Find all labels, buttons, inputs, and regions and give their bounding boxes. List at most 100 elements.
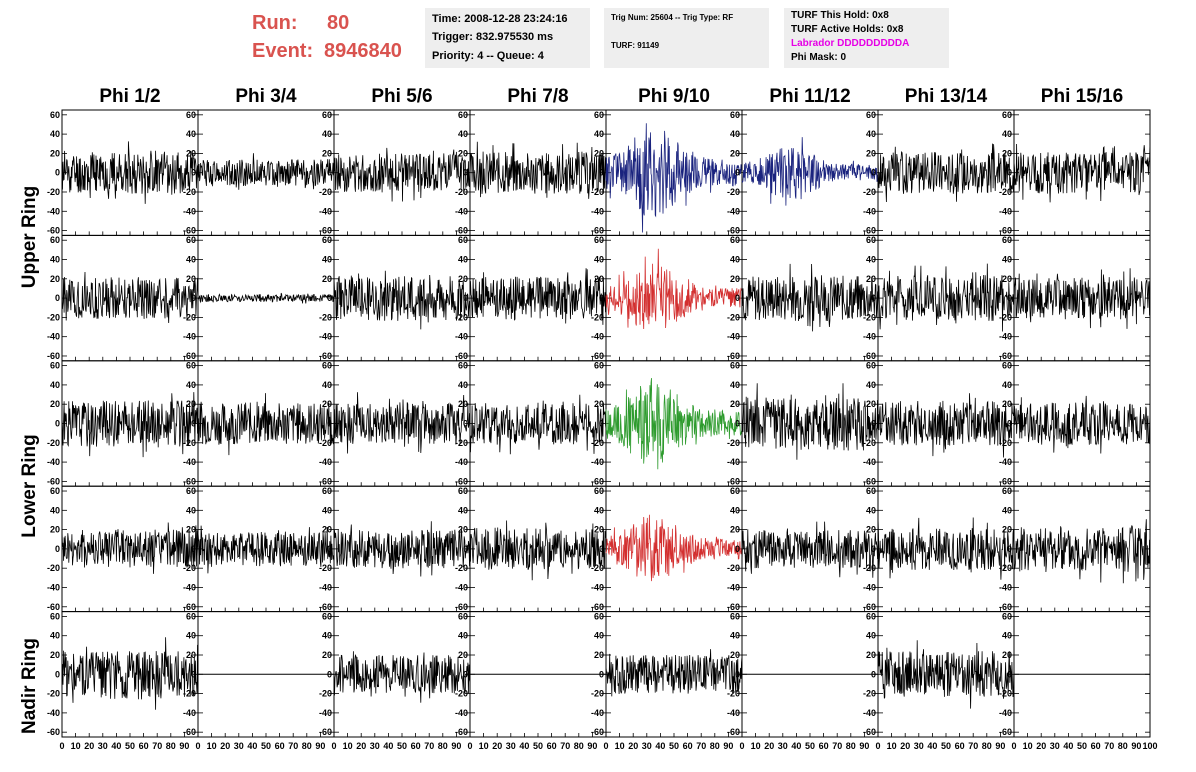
y-tick-label: 60 bbox=[458, 486, 468, 496]
x-tick-label: 50 bbox=[1077, 741, 1087, 751]
waveform-panel: 60 40 20 0 -20 -40 -60 bbox=[999, 109, 1151, 236]
y-tick-label: -60 bbox=[319, 226, 332, 236]
y-tick-label: -40 bbox=[319, 582, 332, 592]
x-tick-label: 0 bbox=[1011, 741, 1016, 751]
x-tick-label: 60 bbox=[819, 741, 829, 751]
y-tick-label: 20 bbox=[186, 399, 196, 409]
y-tick-label: 60 bbox=[730, 110, 740, 120]
waveform-panel: 60 40 20 0 -20 -40 -60 bbox=[863, 611, 1015, 738]
waveform-trace bbox=[605, 514, 743, 582]
y-tick-label: 40 bbox=[186, 129, 196, 139]
y-tick-label: 0 bbox=[55, 419, 60, 429]
y-tick-label: -40 bbox=[591, 582, 604, 592]
waveform-trace bbox=[469, 520, 607, 581]
x-tick-label: 10 bbox=[479, 741, 489, 751]
trigger-info-box: Trig Num: 25604 -- Trig Type: RF TURF: 9… bbox=[604, 8, 769, 68]
y-tick-label: -40 bbox=[47, 206, 60, 216]
waveform-trace bbox=[877, 393, 1015, 458]
x-tick-label: 70 bbox=[696, 741, 706, 751]
x-tick-label: 10 bbox=[615, 741, 625, 751]
y-tick-label: 60 bbox=[186, 611, 196, 621]
waveform-panel: 60 40 20 0 -20 -40 -60 bbox=[727, 611, 879, 738]
y-tick-label: -20 bbox=[455, 563, 468, 573]
waveform-trace bbox=[333, 651, 471, 703]
y-tick-label: -40 bbox=[591, 457, 604, 467]
y-tick-label: 20 bbox=[594, 148, 604, 158]
labrador-line: Labrador DDDDDDDDDA bbox=[791, 38, 910, 49]
phi-title-5: Phi 9/10 bbox=[638, 86, 710, 107]
y-tick-label: -60 bbox=[183, 602, 196, 612]
y-tick-label: 40 bbox=[730, 505, 740, 515]
y-tick-label: -20 bbox=[727, 438, 740, 448]
y-tick-label: 20 bbox=[730, 399, 740, 409]
waveform-panel: 60 40 20 0 -20 -40 -60 bbox=[183, 611, 335, 738]
x-tick-label: 90 bbox=[315, 741, 325, 751]
priority-line: Priority: 4 -- Queue: 4 bbox=[432, 50, 544, 62]
trigger-line: Trigger: 832.975530 ms bbox=[432, 31, 554, 43]
waveform-trace bbox=[469, 268, 607, 325]
waveform-trace bbox=[469, 141, 607, 199]
y-tick-label: 40 bbox=[1002, 631, 1012, 641]
x-tick-label: 10 bbox=[343, 741, 353, 751]
x-tick-label: 20 bbox=[220, 741, 230, 751]
y-tick-label: -40 bbox=[863, 457, 876, 467]
y-tick-label: 20 bbox=[866, 650, 876, 660]
y-tick-label: -40 bbox=[727, 708, 740, 718]
waveform-trace bbox=[741, 383, 879, 460]
y-tick-label: 60 bbox=[186, 235, 196, 245]
y-tick-label: 60 bbox=[458, 611, 468, 621]
waveform-panel: 60 40 20 0 -20 -40 -60 bbox=[727, 485, 879, 613]
y-tick-label: 20 bbox=[50, 525, 60, 535]
y-tick-label: -40 bbox=[319, 708, 332, 718]
y-tick-label: -40 bbox=[455, 457, 468, 467]
phi-title-4: Phi 7/8 bbox=[507, 86, 569, 107]
y-tick-label: 60 bbox=[866, 361, 876, 371]
y-tick-label: -20 bbox=[727, 563, 740, 573]
y-tick-label: -20 bbox=[47, 689, 60, 699]
y-tick-label: 20 bbox=[50, 148, 60, 158]
phi-title-2: Phi 3/4 bbox=[235, 86, 297, 107]
x-tick-label: 20 bbox=[356, 741, 366, 751]
y-tick-label: -60 bbox=[183, 727, 196, 737]
y-tick-label: -40 bbox=[183, 332, 196, 342]
waveform-trace bbox=[61, 392, 199, 458]
y-tick-label: 40 bbox=[186, 255, 196, 265]
y-tick-label: -20 bbox=[183, 438, 196, 448]
y-tick-label: 40 bbox=[322, 505, 332, 515]
y-tick-label: 60 bbox=[730, 361, 740, 371]
y-tick-label: 60 bbox=[594, 110, 604, 120]
x-tick-label: 10 bbox=[751, 741, 761, 751]
x-tick-label: 30 bbox=[234, 741, 244, 751]
y-tick-label: 0 bbox=[463, 293, 468, 303]
waveform-trace bbox=[197, 525, 335, 574]
x-tick-label: 30 bbox=[778, 741, 788, 751]
y-tick-label: -20 bbox=[591, 689, 604, 699]
x-tick-label: 30 bbox=[370, 741, 380, 751]
waveform-trace bbox=[333, 521, 471, 577]
y-tick-label: -20 bbox=[591, 563, 604, 573]
y-tick-label: 20 bbox=[458, 274, 468, 284]
y-tick-label: 60 bbox=[322, 110, 332, 120]
y-tick-label: -20 bbox=[183, 187, 196, 197]
x-tick-label: 40 bbox=[383, 741, 393, 751]
y-tick-label: 0 bbox=[463, 669, 468, 679]
y-tick-label: 0 bbox=[191, 168, 196, 178]
y-tick-label: -40 bbox=[319, 457, 332, 467]
waveform-panel: 60 40 20 0 -20 -40 -60 bbox=[47, 109, 199, 236]
y-tick-label: -20 bbox=[727, 312, 740, 322]
turf-active-line: TURF Active Holds: 0x8 bbox=[791, 24, 904, 35]
x-tick-label: 70 bbox=[832, 741, 842, 751]
waveform-panel: 60 40 20 0 -20 -40 -60 bbox=[455, 611, 607, 738]
y-tick-label: -40 bbox=[999, 332, 1012, 342]
waveform-trace bbox=[197, 153, 335, 190]
y-tick-label: -40 bbox=[999, 582, 1012, 592]
x-tick-label: 80 bbox=[846, 741, 856, 751]
waveform-panel: 60 40 20 0 -20 -40 -60 bbox=[863, 360, 1015, 487]
x-tick-label: 100 bbox=[1142, 741, 1157, 751]
waveform-panel: 60 40 20 0 -20 -40 -60 bbox=[455, 109, 607, 236]
phi-title-7: Phi 13/14 bbox=[904, 86, 988, 107]
phi-title-6: Phi 11/12 bbox=[769, 86, 851, 107]
waveform-panel: 60 40 20 0 -20 -40 -60 bbox=[319, 109, 471, 236]
y-tick-label: 20 bbox=[322, 525, 332, 535]
y-tick-label: -60 bbox=[863, 727, 876, 737]
